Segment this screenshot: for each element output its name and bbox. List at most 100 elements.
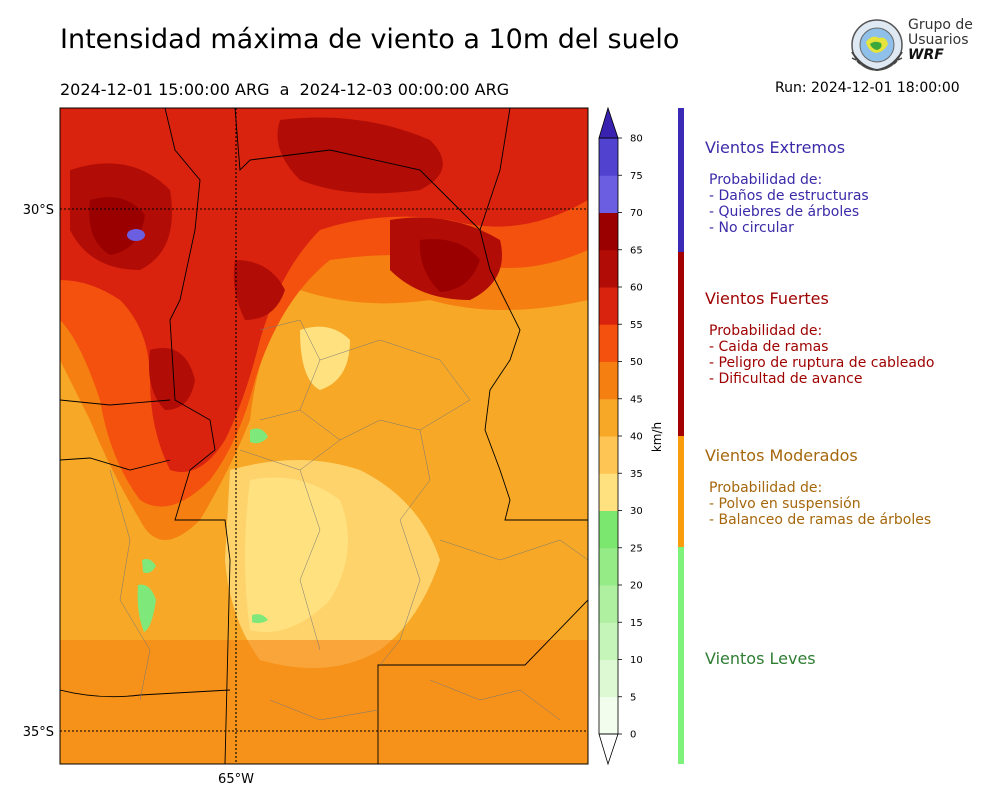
province-border-southwest — [60, 689, 231, 698]
grupo-usuarios-wrf-logo: Grupo de Usuarios WRF — [848, 16, 978, 76]
legend-title-light: Vientos Leves — [705, 649, 816, 668]
department-border — [319, 339, 471, 431]
legend-text-extreme: Probabilidad de: - Daños de estructuras … — [709, 172, 869, 236]
field-deep-red-west — [89, 197, 145, 255]
province-border-northwest — [60, 399, 171, 406]
legend-category-bars — [678, 108, 684, 764]
legend-bar-extreme — [678, 108, 684, 252]
colorbar-band — [599, 585, 618, 623]
colorbar-over-triangle — [598, 106, 619, 139]
province-border-northeast — [479, 108, 511, 231]
department-border — [379, 519, 421, 666]
colorbar-band — [599, 547, 618, 586]
legend-bar-strong — [678, 252, 684, 436]
legend-text-moderate: Probabilidad de: - Polvo en suspensión -… — [709, 480, 931, 528]
province-border-south — [377, 599, 588, 764]
department-border — [429, 679, 561, 721]
colorbar-band — [599, 287, 618, 325]
legend-line: Probabilidad de: — [709, 480, 823, 496]
department-border — [109, 469, 151, 701]
department-border — [299, 469, 321, 651]
lon-label-65w: 65°W — [218, 772, 254, 787]
colorbar-tick-label: 15 — [630, 618, 643, 629]
province-border-west — [164, 108, 231, 764]
field-orange-south — [60, 640, 588, 764]
field-green-center — [250, 428, 268, 444]
colorbar-band — [599, 249, 618, 288]
field-green-west-small — [142, 558, 156, 574]
colorbar-ticks: 0 5 10 15 20 25 30 35 40 45 50 55 60 65 70 75 80 — [618, 134, 643, 741]
colorbar-tick-label: 50 — [630, 357, 643, 368]
colorbar-band — [599, 659, 618, 698]
legend-title-strong: Vientos Fuertes — [705, 289, 829, 308]
colorbar-band — [599, 212, 618, 251]
colorbar-band — [599, 138, 618, 176]
colorbar-under-triangle — [598, 733, 619, 766]
department-border — [299, 409, 431, 521]
map-frame — [59, 107, 589, 765]
logo-line-3: WRF — [908, 47, 944, 63]
field-dark-red-north — [277, 117, 443, 194]
legend-title-moderate: Vientos Moderados — [705, 446, 858, 465]
department-border — [439, 539, 588, 561]
forecast-period: 2024-12-01 15:00:00 ARG a 2024-12-03 00:… — [60, 80, 510, 99]
wind-field — [60, 108, 588, 764]
colorbar-band — [599, 398, 618, 437]
legend-line: - No circular — [709, 220, 794, 236]
graticule — [60, 108, 588, 764]
colorbar-tick-label: 40 — [630, 432, 643, 443]
legend-line: - Daños de estructuras — [709, 188, 869, 204]
field-deep-red-east — [419, 239, 480, 292]
legend-line: Probabilidad de: — [709, 323, 823, 339]
colorbar-tick-label: 80 — [630, 134, 643, 145]
colorbar-band — [599, 510, 618, 549]
logo-wordmark: Grupo de Usuarios WRF — [908, 18, 973, 63]
run-time: Run: 2024-12-01 18:00:00 — [775, 80, 960, 96]
colorbar-unit-label: km/h — [650, 422, 664, 452]
map-title: Intensidad máxima de viento a 10m del su… — [60, 24, 680, 55]
legend-line: - Peligro de ruptura de cableado — [709, 355, 935, 371]
department-border — [269, 699, 379, 721]
province-border-west-2 — [60, 457, 171, 471]
colorbar-tick-label: 20 — [630, 581, 643, 592]
colorbar-band — [599, 473, 618, 511]
colorbar-tick-label: 55 — [630, 320, 643, 331]
legend-line: - Dificultad de avance — [709, 371, 863, 387]
province-borders — [60, 108, 588, 764]
legend-line: - Caida de ramas — [709, 339, 829, 355]
lat-label-30s: 30°S — [23, 203, 54, 218]
colorbar-band — [599, 696, 618, 735]
colorbar-band — [599, 436, 618, 474]
legend-line: - Quiebres de árboles — [709, 204, 860, 220]
legend-bar-light — [678, 547, 684, 764]
legend-text-strong: Probabilidad de: - Caida de ramas - Peli… — [709, 323, 934, 387]
colorbar-tick-label: 45 — [630, 394, 643, 405]
colorbar-tick-label: 30 — [630, 506, 643, 517]
field-green-south — [252, 614, 268, 624]
colorbar-band — [599, 361, 618, 400]
colorbar-tick-label: 75 — [630, 171, 643, 182]
province-border-east — [234, 108, 588, 521]
field-dark-red-center — [233, 260, 285, 320]
colorbar-tick-label: 60 — [630, 283, 643, 294]
field-violet-core — [127, 229, 145, 241]
colorbar-band — [599, 324, 618, 362]
logo-line-2: Usuarios — [908, 32, 969, 48]
legend-line: Probabilidad de: — [709, 172, 823, 188]
lat-label-35s: 35°S — [23, 725, 54, 740]
colorbar-tick-label: 10 — [630, 655, 643, 666]
legend-bar-moderate — [678, 436, 684, 547]
legend-title-extreme: Vientos Extremos — [705, 138, 846, 157]
colorbar-bands — [599, 138, 618, 735]
colorbar-tick-label: 5 — [630, 692, 636, 703]
field-green-west — [137, 584, 156, 632]
colorbar-tick-label: 25 — [630, 543, 643, 554]
colorbar-tick-label: 65 — [630, 245, 643, 256]
colorbar-band — [599, 622, 618, 660]
logo-line-1: Grupo de — [908, 17, 973, 33]
colorbar-tick-label: 70 — [630, 208, 643, 219]
department-borders — [109, 319, 588, 721]
colorbar-band — [599, 175, 618, 213]
globe-icon — [851, 19, 903, 72]
colorbar-tick-label: 35 — [630, 469, 643, 480]
